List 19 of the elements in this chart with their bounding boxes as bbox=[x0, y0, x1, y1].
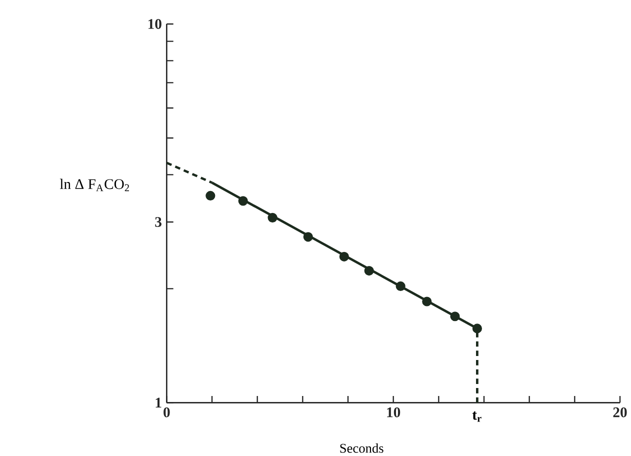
x-axis-title: Seconds bbox=[340, 443, 384, 453]
point bbox=[303, 232, 313, 242]
y-tick-label: 3 bbox=[155, 217, 162, 227]
point bbox=[238, 196, 248, 206]
point bbox=[339, 252, 349, 262]
y-tick-label: 10 bbox=[148, 19, 162, 29]
point bbox=[422, 296, 432, 306]
point bbox=[268, 212, 278, 222]
x-tick-label: 20 bbox=[613, 407, 627, 418]
point bbox=[206, 190, 216, 201]
y-tick-label: 1 bbox=[156, 398, 162, 408]
point bbox=[396, 281, 406, 292]
annotation: t$_{r}$ bbox=[472, 411, 482, 422]
x-tick-label: 10 bbox=[387, 407, 400, 418]
point bbox=[472, 324, 482, 334]
point bbox=[450, 312, 460, 322]
x-tick-label: 0 bbox=[164, 407, 170, 418]
y-axis-title: ln Δ F$_{A}$CO$_{2}$ bbox=[60, 178, 129, 192]
point bbox=[364, 266, 374, 276]
